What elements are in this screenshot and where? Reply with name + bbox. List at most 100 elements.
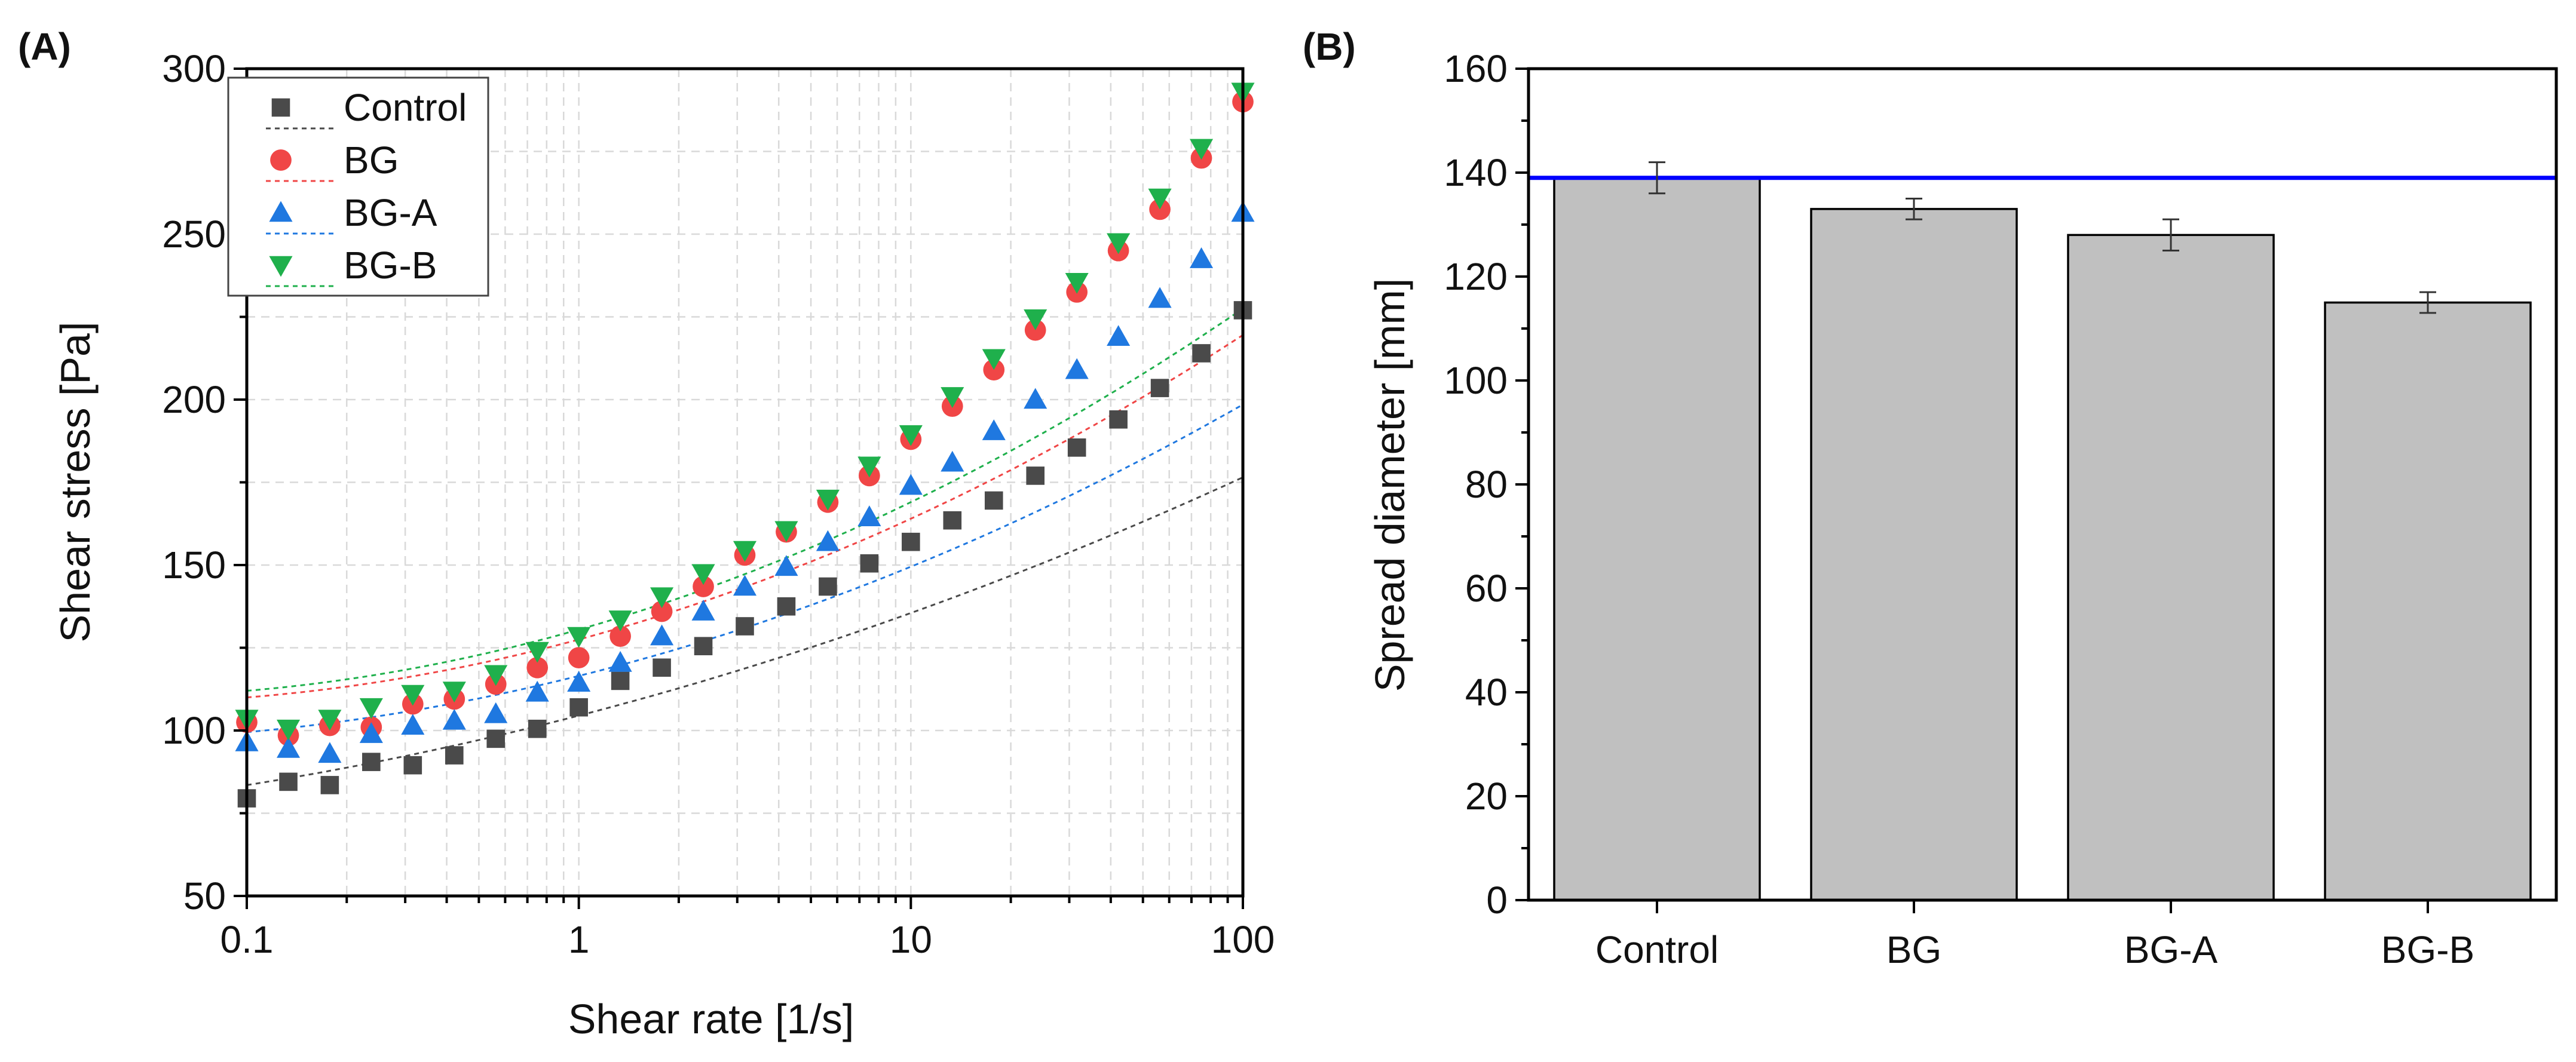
data-point-control xyxy=(860,554,879,573)
data-point-bg-a xyxy=(318,742,342,763)
data-point-control xyxy=(445,746,464,765)
data-point-bg-a xyxy=(857,505,881,526)
x-tick-label-bg: BG xyxy=(1886,928,1941,971)
data-point-bg-a xyxy=(276,736,301,758)
data-point-bg-a xyxy=(442,708,466,730)
data-point-bg-a xyxy=(359,722,383,743)
y-tick-label: 100 xyxy=(162,709,226,752)
data-point-bg-b xyxy=(816,489,840,511)
data-point-bg-a xyxy=(484,702,508,723)
data-point-bg-a xyxy=(650,624,674,646)
data-point-bg-b xyxy=(941,387,964,409)
data-point-control xyxy=(943,511,962,530)
data-point-bg xyxy=(526,656,549,679)
data-point-bg-a xyxy=(982,419,1006,440)
data-point-bg-b xyxy=(318,710,342,731)
x-tick-label-bg-b: BG-B xyxy=(2381,928,2474,971)
data-point-bg-a xyxy=(899,474,923,495)
data-point-control xyxy=(653,658,671,677)
panel-b-y-axis-label: Spread diameter [mm] xyxy=(1367,278,1413,692)
panel-b-bars xyxy=(1553,176,2532,901)
y-tick-label: 140 xyxy=(1444,151,1508,194)
panel-b-spread-diameter-chart: (B) Control BG BG-A BG-B 0 20 40 60 80 100 120 140… xyxy=(1303,25,2558,971)
data-point-bg-a xyxy=(401,714,425,735)
data-point-bg-b xyxy=(774,521,798,542)
error-bar-bg xyxy=(1906,198,1922,220)
data-point-bg xyxy=(568,647,590,668)
error-bar-control xyxy=(1649,161,1665,195)
legend-label-bg: BG xyxy=(344,139,399,182)
data-point-bg-b xyxy=(525,642,549,663)
data-point-bg-b xyxy=(899,425,923,446)
data-point-control xyxy=(611,671,630,690)
data-point-bg-b xyxy=(857,456,881,478)
data-point-control xyxy=(1192,344,1211,363)
x-tick-label-bg-a: BG-A xyxy=(2124,928,2218,971)
x-tick-label-control: Control xyxy=(1595,928,1719,971)
bar-control xyxy=(1553,176,1761,901)
y-tick-label: 60 xyxy=(1465,567,1508,610)
data-point-control xyxy=(902,532,920,551)
data-point-bg xyxy=(651,600,673,622)
y-tick-label: 120 xyxy=(1444,255,1508,298)
x-tick-label: 0.1 xyxy=(220,918,274,961)
data-point-bg xyxy=(693,576,714,597)
data-point-bg-b xyxy=(401,685,425,706)
error-bar-bg-a xyxy=(2163,218,2179,251)
data-point-control xyxy=(1109,410,1128,429)
legend-marker-bg-b xyxy=(269,256,293,277)
data-point-bg-a xyxy=(567,671,591,692)
bar-bg-a xyxy=(2067,234,2275,901)
legend-marker-control xyxy=(271,98,290,117)
data-point-bg-b xyxy=(359,698,383,719)
legend-marker-bg-a xyxy=(269,201,293,222)
data-point-bg-b xyxy=(608,610,632,631)
fit-line-bg xyxy=(246,334,1243,699)
panel-b-error-bars xyxy=(1649,161,2436,314)
data-point-control xyxy=(279,772,298,791)
legend-label-bg-b: BG-B xyxy=(344,244,437,287)
y-tick-label: 20 xyxy=(1465,775,1508,818)
y-tick-label: 150 xyxy=(162,544,226,587)
legend-label-control: Control xyxy=(344,86,467,129)
data-point-bg-b xyxy=(982,349,1006,370)
data-point-control xyxy=(320,776,339,794)
panel-b-x-axis-ticks: Control BG BG-A BG-B xyxy=(1595,900,2474,971)
bar-bg-b xyxy=(2324,301,2532,901)
panel-b-label: (B) xyxy=(1303,25,1356,68)
data-point-bg-a xyxy=(941,450,964,472)
y-tick-label: 300 xyxy=(162,47,226,90)
y-tick-label: 50 xyxy=(183,874,226,917)
data-point-control xyxy=(694,637,713,656)
fit-line-bg-b xyxy=(246,308,1243,692)
panel-a-legend: Control BG BG-A BG-B xyxy=(227,76,489,297)
data-point-control xyxy=(1026,466,1045,485)
data-point-control xyxy=(403,756,422,775)
data-point-bg-a xyxy=(608,650,632,672)
y-tick-label: 200 xyxy=(162,378,226,421)
data-point-bg-b xyxy=(1065,273,1089,294)
data-point-bg-b xyxy=(442,682,466,703)
y-tick-label: 250 xyxy=(162,213,226,256)
legend-label-bg-a: BG-A xyxy=(344,191,437,234)
data-point-control xyxy=(362,753,381,771)
fit-line-bg-a xyxy=(246,403,1243,733)
data-point-control xyxy=(736,617,754,636)
fit-line-control xyxy=(246,476,1243,786)
data-point-bg-b xyxy=(1189,139,1214,160)
data-point-control xyxy=(569,698,588,717)
data-point-control xyxy=(819,577,837,596)
panel-a-y-axis-ticks: 50 100 150 200 250 300 xyxy=(162,47,247,917)
panel-a-y-axis-label: Shear stress [Pa] xyxy=(52,322,99,643)
data-point-bg-a xyxy=(1065,358,1089,379)
panel-b-y-axis-ticks: 0 20 40 60 80 100 120 140 160 xyxy=(1444,47,1529,922)
data-point-control xyxy=(777,597,796,616)
data-point-bg-b xyxy=(276,719,301,741)
data-point-bg-a xyxy=(816,530,840,551)
data-point-bg-b xyxy=(484,665,508,686)
data-point-bg-a xyxy=(733,575,757,596)
data-point-bg-a xyxy=(1189,247,1214,268)
data-point-bg-a xyxy=(1024,388,1047,409)
data-point-bg-b xyxy=(650,587,674,609)
